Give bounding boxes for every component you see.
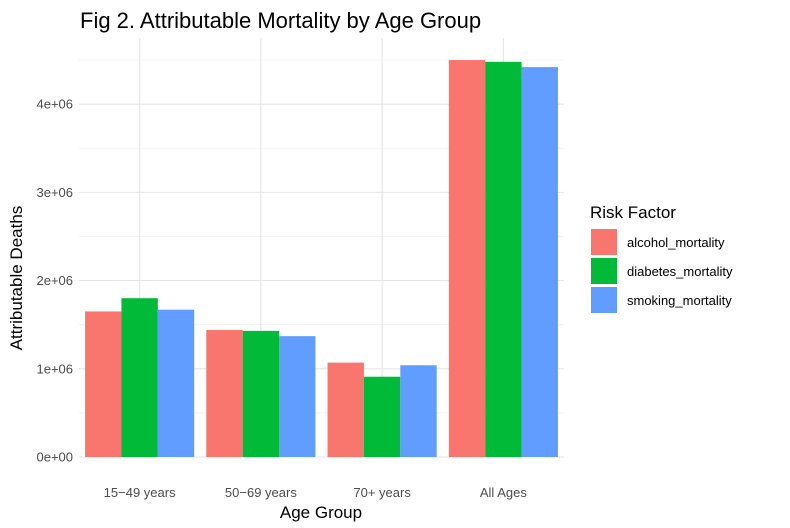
x-tick-label: All Ages — [480, 485, 527, 500]
y-tick-label: 2e+06 — [36, 273, 73, 288]
bar — [521, 67, 558, 458]
legend-key — [591, 258, 617, 284]
legend-label: alcohol_mortality — [627, 235, 725, 250]
plot-panel: 0e+00 1e+06 2e+06 3e+06 4e+06 15−49 years 50−6… — [36, 38, 564, 500]
y-axis-title: Attributable Deaths — [7, 206, 26, 351]
legend-label: smoking_mortality — [627, 293, 732, 308]
bar — [327, 362, 364, 457]
bar — [485, 61, 522, 458]
x-tick-label: 70+ years — [353, 485, 411, 500]
y-tick-label: 1e+06 — [36, 361, 73, 376]
bar — [400, 365, 437, 457]
y-tick-label: 3e+06 — [36, 185, 73, 200]
x-tick-label: 15−49 years — [104, 485, 176, 500]
legend: Risk Factor alcohol_mortality diabetes_mo… — [590, 203, 733, 313]
legend-key — [591, 287, 617, 313]
bar — [363, 376, 401, 457]
bar — [279, 336, 316, 457]
legend-label: diabetes_mortality — [627, 264, 733, 279]
x-axis-title: Age Group — [280, 503, 362, 522]
legend-title: Risk Factor — [590, 203, 676, 222]
x-tick-label: 50−69 years — [225, 485, 297, 500]
bar — [121, 298, 158, 457]
y-tick-label: 4e+06 — [36, 97, 73, 112]
chart-title: Fig 2. Attributable Mortality by Age Gro… — [80, 8, 481, 33]
bar — [206, 329, 243, 457]
y-tick-label: 0e+00 — [36, 450, 73, 465]
legend-key — [591, 229, 617, 255]
bar — [157, 309, 195, 457]
bar — [242, 330, 280, 457]
bar — [85, 311, 122, 457]
bar — [448, 60, 486, 457]
